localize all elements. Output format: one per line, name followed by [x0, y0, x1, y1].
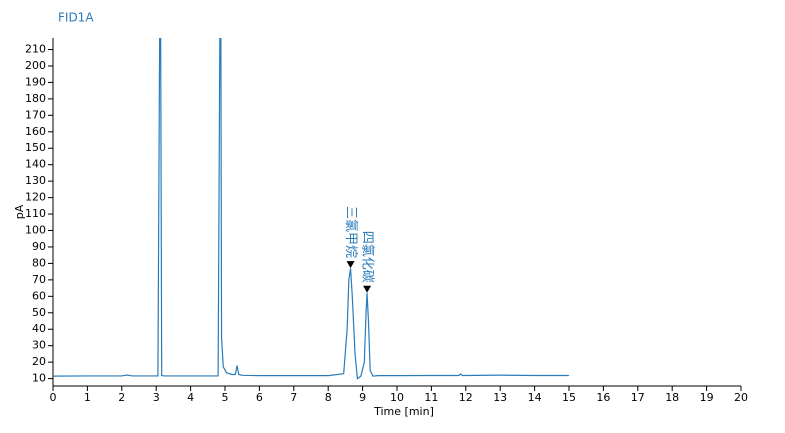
y-tick-label: 90	[32, 240, 46, 253]
y-tick-label: 100	[25, 224, 46, 237]
y-tick-label: 180	[25, 92, 46, 105]
x-tick-label: 7	[290, 391, 297, 404]
x-tick-label: 19	[700, 391, 714, 404]
y-tick-label: 20	[32, 355, 46, 368]
x-axis-label: Time [min]	[373, 405, 434, 418]
x-tick-label: 6	[256, 391, 263, 404]
peak-marker	[346, 261, 355, 269]
peak-label: 三氯甲烷	[343, 206, 358, 258]
x-tick-label: 1	[84, 391, 91, 404]
x-tick-label: 18	[665, 391, 679, 404]
y-tick-label: 160	[25, 125, 46, 138]
y-tick-label: 30	[32, 339, 46, 352]
x-tick-label: 20	[734, 391, 748, 404]
x-tick-label: 12	[459, 391, 473, 404]
y-tick-label: 70	[32, 273, 46, 286]
x-tick-label: 3	[153, 391, 160, 404]
chromatogram-line	[53, 38, 569, 380]
y-tick-label: 60	[32, 289, 46, 302]
x-tick-label: 4	[187, 391, 194, 404]
x-tick-label: 5	[222, 391, 229, 404]
peak-marker	[363, 285, 372, 293]
peak-label: 四氯化碳	[360, 231, 375, 283]
x-tick-label: 0	[50, 391, 57, 404]
y-tick-label: 200	[25, 59, 46, 72]
y-tick-label: 210	[25, 43, 46, 56]
y-tick-label: 10	[32, 372, 46, 385]
x-tick-label: 8	[325, 391, 332, 404]
y-tick-label: 190	[25, 75, 46, 88]
x-tick-label: 14	[528, 391, 542, 404]
y-axis-label: pA	[13, 204, 26, 219]
y-tick-label: 150	[25, 141, 46, 154]
x-tick-label: 9	[359, 391, 366, 404]
y-tick-label: 130	[25, 174, 46, 187]
x-tick-label: 10	[390, 391, 404, 404]
x-tick-label: 15	[562, 391, 576, 404]
x-tick-label: 11	[424, 391, 438, 404]
y-tick-label: 170	[25, 108, 46, 121]
y-tick-label: 120	[25, 191, 46, 204]
x-tick-label: 13	[493, 391, 507, 404]
x-tick-label: 17	[631, 391, 645, 404]
y-tick-label: 50	[32, 306, 46, 319]
y-tick-label: 140	[25, 158, 46, 171]
x-tick-label: 16	[596, 391, 610, 404]
x-tick-label: 2	[118, 391, 125, 404]
chart-title: FID1A	[58, 11, 94, 25]
y-tick-label: 40	[32, 322, 46, 335]
y-tick-label: 80	[32, 256, 46, 269]
y-tick-label: 110	[25, 207, 46, 220]
